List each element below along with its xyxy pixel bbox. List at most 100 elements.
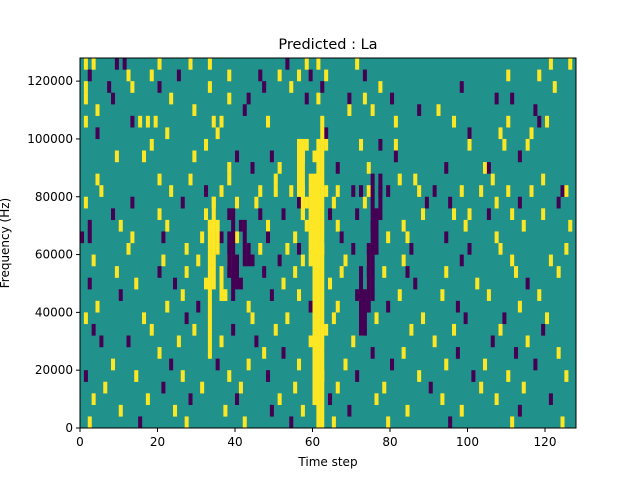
heatmap-cell — [374, 393, 379, 406]
heatmap-cell — [413, 173, 418, 186]
heatmap-cell — [351, 243, 356, 255]
heatmap-cell — [382, 266, 387, 278]
heatmap-cell — [266, 370, 271, 382]
heatmap-cell — [207, 219, 212, 348]
heatmap-cell — [196, 254, 201, 267]
heatmap-cell — [362, 289, 367, 336]
heatmap-cell — [529, 127, 534, 140]
heatmap-cell — [215, 358, 220, 371]
heatmap-cell — [525, 138, 530, 151]
heatmap-cell — [486, 208, 491, 221]
heatmap-cell — [219, 115, 224, 128]
x-tick-label: 20 — [150, 435, 165, 449]
heatmap-cell — [331, 416, 336, 429]
heatmap-cell — [149, 138, 154, 151]
heatmap-cell — [277, 254, 282, 267]
heatmap-cell — [556, 196, 561, 209]
heatmap-cell — [359, 266, 364, 336]
heatmap-cell — [304, 58, 309, 70]
heatmap-cell — [87, 277, 92, 290]
heatmap-cell — [304, 219, 309, 232]
heatmap-cell — [289, 416, 294, 429]
heatmap-cell — [161, 231, 166, 244]
heatmap-cell — [157, 58, 162, 70]
heatmap-cell — [107, 81, 112, 93]
heatmap-cell — [293, 381, 298, 394]
heatmap-cell — [254, 196, 259, 209]
heatmap-cell — [541, 323, 546, 336]
heatmap-cell — [421, 208, 426, 221]
heatmap-cell — [304, 196, 309, 209]
heatmap-cell — [161, 381, 166, 394]
heatmap-cell — [471, 370, 476, 382]
heatmap-cell — [285, 58, 290, 70]
heatmap-cell — [196, 300, 201, 313]
heatmap-cell — [114, 58, 119, 70]
x-tick-label: 0 — [76, 435, 84, 449]
heatmap-cell — [130, 115, 135, 128]
heatmap-cell — [390, 92, 395, 105]
heatmap-cell — [533, 358, 538, 371]
heatmap-cell — [467, 208, 472, 221]
heatmap-cell — [343, 358, 348, 371]
heatmap-cell — [269, 150, 274, 163]
heatmap-cell — [235, 393, 240, 406]
heatmap-cell — [440, 393, 445, 406]
heatmap-cell — [130, 231, 135, 244]
heatmap-cell — [153, 115, 158, 128]
heatmap-cell — [459, 404, 464, 417]
heatmap-cell — [111, 92, 116, 105]
heatmap-cell — [126, 243, 131, 255]
heatmap-cell — [510, 416, 515, 429]
heatmap-cell — [424, 196, 429, 209]
heatmap-cell — [114, 266, 119, 278]
heatmap-cell — [169, 358, 174, 371]
heatmap-cell — [401, 254, 406, 267]
heatmap-cell — [370, 347, 375, 359]
heatmap-cell — [258, 243, 263, 255]
heatmap-cell — [242, 416, 247, 429]
heatmap-cell — [289, 185, 294, 197]
heatmap-cell — [517, 150, 522, 163]
heatmap-cell — [548, 254, 553, 267]
heatmap-cell — [312, 173, 317, 406]
heatmap-cell — [184, 266, 189, 278]
heatmap-cell — [304, 92, 309, 105]
heatmap-cell — [83, 370, 88, 382]
heatmap-cell — [289, 81, 294, 93]
heatmap-cell — [173, 277, 178, 290]
heatmap-cell — [142, 312, 147, 325]
heatmap-cell — [405, 231, 410, 244]
heatmap-cell — [83, 92, 88, 105]
heatmap-cell — [227, 208, 232, 221]
heatmap-cell — [459, 81, 464, 93]
heatmap-cell — [560, 185, 565, 197]
heatmap-cell — [409, 323, 414, 336]
heatmap-cell — [169, 185, 174, 197]
x-tick-label: 120 — [534, 435, 557, 449]
heatmap-cell — [95, 173, 100, 186]
heatmap-cell — [405, 266, 410, 278]
heatmap-cell — [393, 138, 398, 151]
heatmap-cell — [204, 277, 209, 290]
heatmap-cell — [548, 393, 553, 406]
heatmap-cell — [428, 381, 433, 394]
heatmap-cell — [390, 358, 395, 371]
heatmap-cell — [223, 289, 228, 301]
heatmap-cell — [486, 289, 491, 301]
heatmap-cell — [87, 231, 92, 244]
heatmap-cell — [180, 289, 185, 301]
heatmap-cell — [328, 277, 333, 290]
heatmap-cell — [378, 81, 383, 93]
heatmap-cell — [467, 243, 472, 255]
heatmap-cell — [184, 416, 189, 429]
heatmap-cell — [370, 104, 375, 116]
heatmap-cell — [347, 404, 352, 417]
heatmap-cell — [169, 92, 174, 105]
heatmap-cell — [339, 231, 344, 244]
heatmap-cell — [99, 335, 104, 348]
heatmap-cell — [517, 196, 522, 209]
heatmap-cell — [355, 370, 360, 382]
heatmap-cell — [211, 196, 216, 290]
heatmap-cell — [157, 347, 162, 359]
